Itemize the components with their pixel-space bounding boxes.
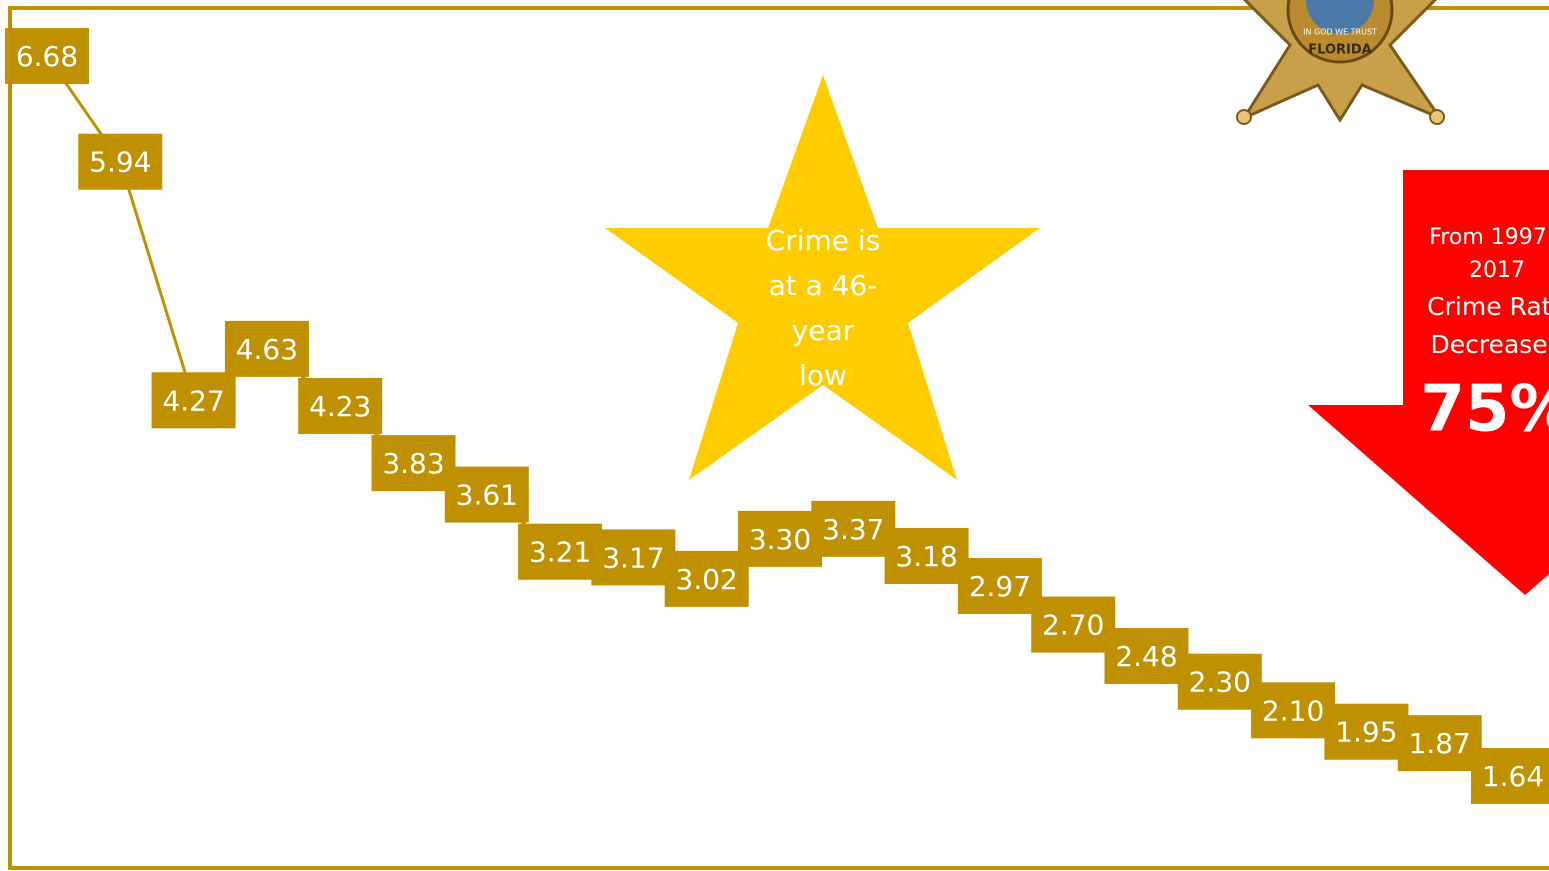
data-label-box	[1471, 748, 1549, 804]
star	[605, 75, 1040, 480]
badge-state: FLORIDA	[1308, 43, 1371, 58]
data-label: 1.64	[1482, 760, 1544, 793]
arrow-text: From 1997 –	[1429, 225, 1549, 250]
data-label: 3.02	[676, 563, 738, 596]
data-label-box	[1397, 715, 1482, 772]
data-label-box	[1104, 628, 1189, 684]
data-label: 3.21	[529, 536, 591, 569]
data-label: 5.94	[89, 146, 151, 179]
data-label-box	[811, 500, 896, 557]
arrow-figure: 75%	[1420, 373, 1549, 447]
data-label: 2.70	[1042, 609, 1104, 642]
data-label: 3.83	[382, 447, 444, 480]
data-label: 6.68	[16, 40, 78, 73]
data-label: 3.61	[456, 479, 518, 512]
data-label-box	[591, 529, 676, 586]
data-label-box	[224, 320, 309, 377]
star-text: year	[792, 314, 855, 347]
data-label: 1.87	[1409, 727, 1471, 760]
badge-center	[1306, 0, 1374, 34]
data-label-box	[151, 372, 236, 429]
data-label-box	[444, 466, 529, 523]
data-label: 2.10	[1262, 694, 1324, 727]
data-label: 3.18	[895, 540, 957, 573]
data-label: 3.17	[602, 541, 664, 574]
data-label-box	[1324, 703, 1409, 760]
data-label-box	[1177, 653, 1262, 710]
plot: 6.68 5.94 4.27 4.63 4.23 3.83 3.61 3.21 3.17 3.02…	[5, 28, 1549, 804]
data-label-box	[5, 28, 89, 84]
badge-ball	[1236, 109, 1252, 125]
data-label-box	[518, 523, 603, 580]
data-label-box	[738, 510, 822, 567]
frame	[8, 6, 1549, 870]
star-text: low	[799, 359, 847, 392]
badge-ball	[1429, 109, 1445, 125]
arrow	[1308, 170, 1549, 595]
arrow-text: Decreased	[1430, 330, 1549, 359]
data-label-box	[371, 435, 456, 492]
data-label: 4.63	[236, 333, 298, 366]
data-label: 4.23	[309, 390, 371, 423]
data-label: 2.97	[969, 570, 1031, 603]
data-label-box	[1031, 596, 1116, 653]
data-label: 2.48	[1115, 640, 1177, 673]
data-label: 3.37	[822, 513, 884, 546]
data-label-box	[78, 133, 163, 190]
badge-motto: IN GOD WE TRUST	[1303, 28, 1377, 37]
star-text: Crime is	[766, 224, 881, 257]
star-text: at a 46-	[769, 269, 878, 302]
arrow-text: Crime Rate	[1427, 292, 1549, 321]
data-label-box	[957, 558, 1042, 614]
data-label-box	[664, 550, 749, 607]
arrow-text: 2017	[1469, 258, 1525, 283]
data-label-box	[1251, 682, 1336, 739]
badge: IN GOD WE TRUST FLORIDA	[1236, 0, 1445, 125]
data-label-box	[298, 378, 383, 434]
data-label-box	[884, 528, 969, 584]
data-label: 2.30	[1189, 666, 1251, 699]
data-label: 1.95	[1335, 716, 1397, 749]
data-label: 4.27	[162, 384, 224, 417]
data-label: 3.30	[749, 523, 811, 556]
